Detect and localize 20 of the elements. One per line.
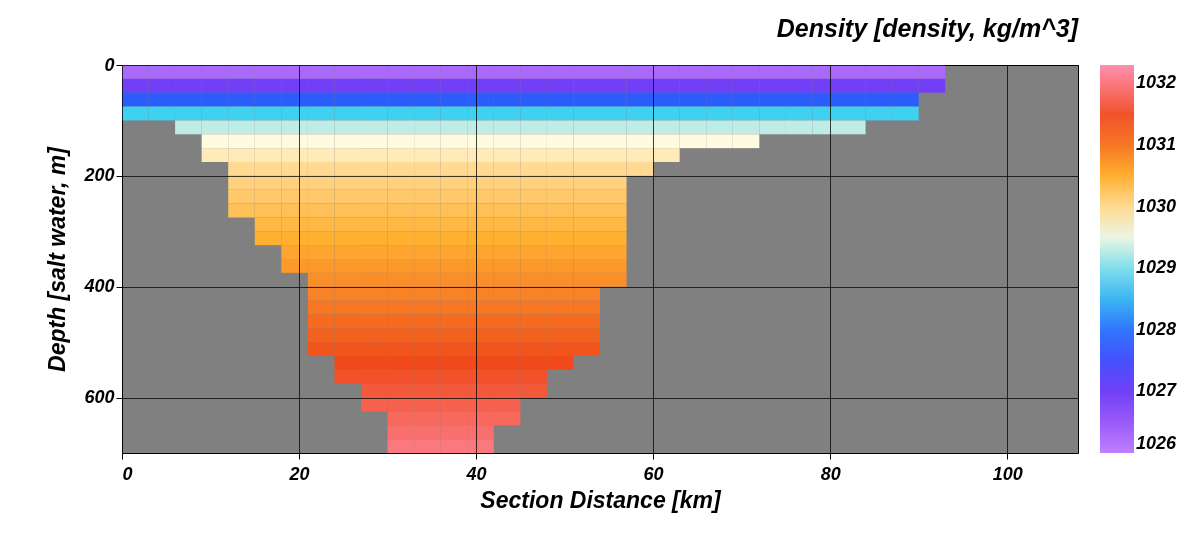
x-tick-label: 40 (465, 463, 487, 484)
y-tick-label: 0 (104, 54, 115, 75)
color-bar-label: 1031 (1136, 134, 1177, 155)
x-tick-label: 60 (643, 463, 664, 484)
x-tick-label: 80 (820, 463, 841, 484)
color-bar-label: 1029 (1136, 257, 1177, 278)
x-tick-label: 0 (122, 463, 133, 484)
y-tick-label: 600 (84, 387, 115, 408)
color-bar-title: Density [density, kg/m^3] (776, 14, 1080, 42)
x-axis-title: Section Distance [km] (480, 486, 722, 513)
color-bar-label: 1032 (1136, 72, 1177, 93)
color-bar-label: 1030 (1136, 195, 1177, 216)
color-bar-label: 1027 (1136, 380, 1178, 401)
x-tick-label: 100 (992, 463, 1023, 484)
y-tick-label: 400 (83, 276, 115, 297)
color-bar-label: 1028 (1136, 318, 1177, 339)
color-bar-label: 1026 (1136, 433, 1178, 453)
y-axis-title: Depth [salt water, m] (44, 145, 71, 372)
y-tick-label: 200 (83, 165, 115, 186)
x-tick-label: 20 (288, 463, 310, 484)
